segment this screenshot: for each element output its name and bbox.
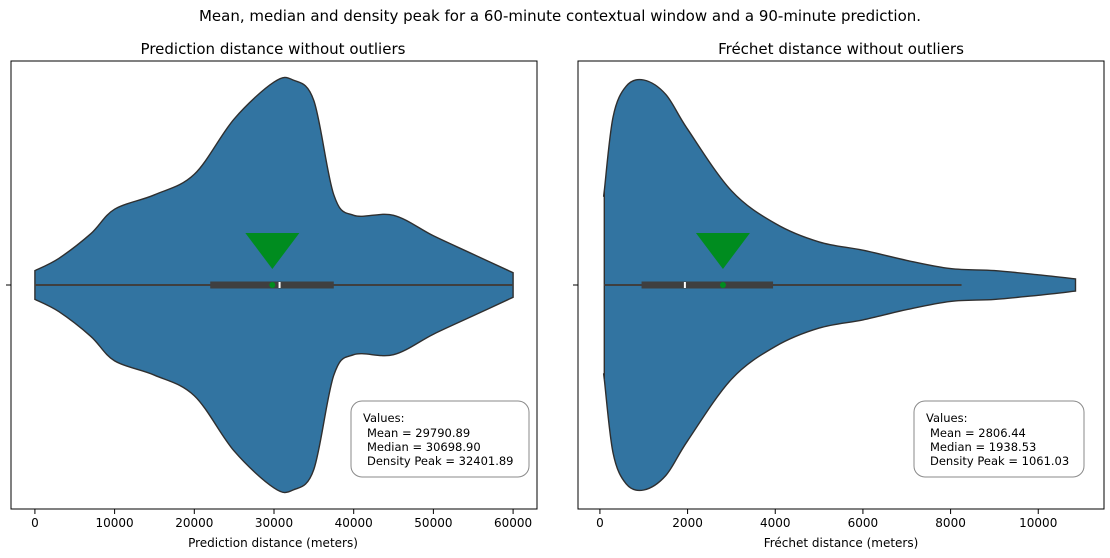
x-axis-ticks: 0 2000 4000 6000 8000 10000 [596,509,1057,530]
annotation-median: Median = 1938.53 [930,440,1036,454]
panel-prediction-distance: Prediction distance without outliers 0 10… [6,40,538,550]
annotation-heading: Values: [926,411,967,425]
chart-title: Prediction distance without outliers [141,40,406,58]
x-tick-label: 20000 [175,516,213,530]
x-tick-label: 6000 [848,516,879,530]
panel-frechet-distance: Fréchet distance without outliers 0 2000 4… [573,40,1105,550]
annotation-median: Median = 30698.90 [367,440,481,454]
annotation-frame [350,400,530,478]
x-tick-label: 4000 [760,516,791,530]
x-axis-ticks: 0 10000 20000 30000 40000 50000 60000 [31,509,532,530]
annotation-density-peak: Density Peak = 1061.03 [930,454,1069,468]
x-tick-label: 40000 [335,516,373,530]
mean-dot [719,282,726,288]
mean-triangle-marker [695,233,750,269]
x-tick-label: 60000 [494,516,532,530]
annotation-frame [913,400,1085,478]
figure-title: Mean, median and density peak for a 60-m… [199,7,921,25]
chart-title: Fréchet distance without outliers [718,40,964,58]
annotation-density-peak: Density Peak = 32401.89 [367,454,514,468]
x-tick-label: 0 [596,516,604,530]
x-axis-label: Fréchet distance (meters) [764,536,919,550]
mean-triangle-marker [245,233,300,269]
annotation-mean: Mean = 2806.44 [930,426,1026,440]
violin-plot-area [34,76,514,494]
stats-annotation-box: Values: Mean = 2806.44 Median = 1938.53 … [913,400,1085,478]
stats-annotation-box: Values: Mean = 29790.89 Median = 30698.9… [350,400,530,478]
iqr-box [641,281,774,289]
x-tick-label: 8000 [935,516,966,530]
mean-dot [269,282,276,288]
x-tick-label: 30000 [255,516,293,530]
annotation-mean: Mean = 29790.89 [367,426,470,440]
violin-plot-area [602,78,1077,492]
x-tick-label: 50000 [414,516,452,530]
x-tick-label: 10000 [1019,516,1057,530]
x-tick-label: 0 [31,516,39,530]
annotation-heading: Values: [363,411,404,425]
x-tick-label: 10000 [96,516,134,530]
x-axis-label: Prediction distance (meters) [188,536,358,550]
x-tick-label: 2000 [672,516,703,530]
